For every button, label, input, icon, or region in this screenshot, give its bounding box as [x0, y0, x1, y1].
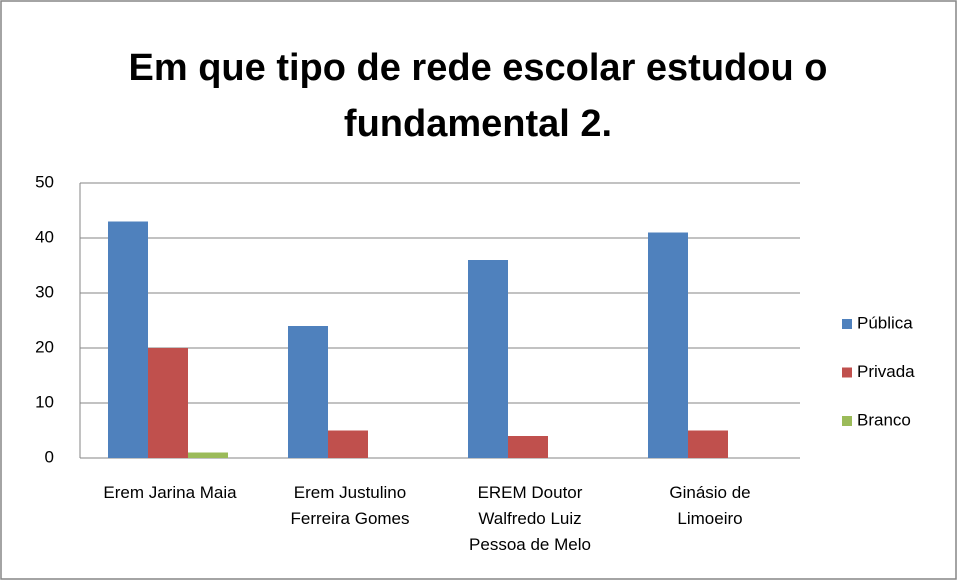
y-tick-label: 0: [45, 447, 54, 466]
bar: [188, 452, 228, 458]
legend-swatch: [842, 319, 852, 329]
y-tick-label: 10: [35, 392, 54, 411]
bar: [688, 430, 728, 458]
legend-label: Pública: [857, 313, 913, 332]
x-tick-label: Erem Justulino Ferreira Gomes: [290, 483, 410, 528]
bar: [648, 232, 688, 458]
bar: [148, 348, 188, 458]
legend-label: Branco: [857, 410, 911, 429]
x-tick-label: EREM Doutor Walfredo Luiz Pessoa de Melo: [469, 483, 591, 554]
bar: [288, 326, 328, 458]
legend-swatch: [842, 367, 852, 378]
y-tick-label: 20: [35, 337, 54, 356]
bar: [328, 430, 368, 458]
y-tick-label: 40: [35, 227, 54, 246]
x-tick-label: Ginásio de Limoeiro: [669, 483, 751, 528]
legend-swatch: [842, 416, 852, 426]
bar: [108, 221, 148, 458]
legend-label: Privada: [857, 362, 915, 381]
x-tick-label: Erem Jarina Maia: [103, 483, 237, 502]
y-tick-label: 30: [35, 282, 54, 301]
chart-title: Em que tipo de rede escolar estudou o fu…: [128, 47, 828, 145]
y-tick-label: 50: [35, 172, 54, 191]
bar: [508, 436, 548, 458]
bar: [468, 260, 508, 458]
